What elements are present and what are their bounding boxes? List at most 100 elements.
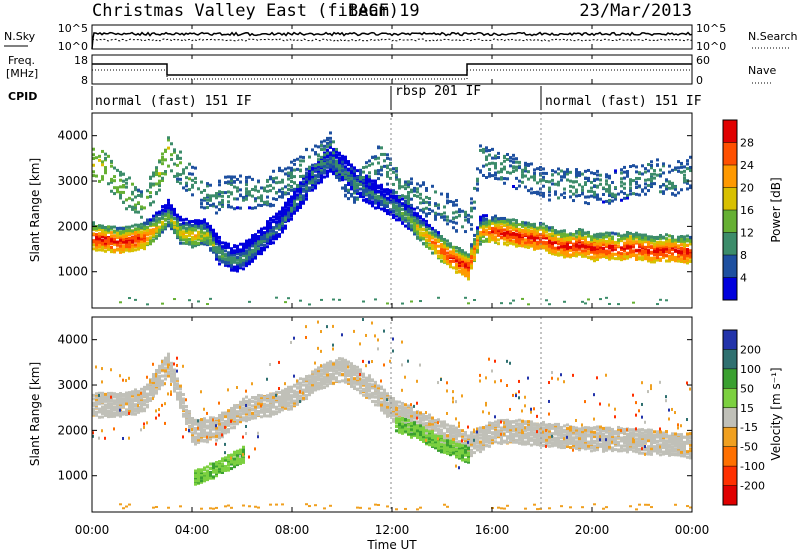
- power-cell: [161, 210, 164, 214]
- power-cell: [428, 201, 431, 205]
- power-cell: [554, 238, 557, 242]
- power-cell: [449, 242, 452, 246]
- power-cell: [626, 196, 629, 200]
- power-cell: [500, 216, 503, 220]
- power-cell: [494, 163, 497, 167]
- power-cell: [332, 172, 335, 176]
- power-cell: [605, 173, 608, 177]
- power-cell: [542, 184, 545, 188]
- power-cell: [161, 222, 164, 226]
- power-cell: [467, 302, 470, 305]
- power-cell: [680, 243, 683, 247]
- power-cell: [446, 245, 449, 249]
- velocity-cell: [194, 469, 197, 473]
- power-cell: [281, 221, 284, 225]
- power-cell: [386, 209, 389, 213]
- power-cell: [563, 195, 566, 199]
- power-cell: [116, 187, 119, 191]
- power-cell: [575, 190, 578, 194]
- power-cell: [539, 166, 542, 170]
- power-cell: [392, 215, 395, 219]
- velocity-cell: [167, 352, 170, 356]
- power-cell: [125, 234, 128, 238]
- power-cell: [167, 206, 170, 210]
- power-cell: [593, 178, 596, 182]
- power-cell: [296, 204, 299, 208]
- power-cell: [317, 158, 320, 162]
- power-cell: [128, 249, 131, 253]
- power-cell: [290, 199, 293, 203]
- power-cell: [101, 149, 104, 153]
- power-cell: [221, 249, 224, 253]
- power-cell: [128, 297, 131, 300]
- velocity-cell: [185, 415, 188, 419]
- power-cell: [173, 228, 176, 232]
- power-cell: [116, 231, 119, 235]
- power-cell: [464, 258, 467, 262]
- power-cell: [110, 231, 113, 235]
- power-cell: [254, 206, 257, 210]
- power-cell: [554, 192, 557, 196]
- power-cell: [443, 215, 446, 219]
- power-cell: [137, 230, 140, 234]
- power-cell: [251, 244, 254, 248]
- power-cell: [536, 181, 539, 185]
- power-cell: [443, 259, 446, 263]
- velocity-cell: [176, 384, 179, 388]
- power-cell: [659, 241, 662, 245]
- power-cell: [608, 302, 611, 305]
- power-cell: [110, 177, 113, 181]
- power-cell: [509, 302, 512, 305]
- power-cell: [164, 170, 167, 174]
- power-cell: [473, 233, 476, 237]
- power-cell: [566, 244, 569, 248]
- noise-search-line: [91, 38, 693, 42]
- power-cell: [629, 231, 632, 235]
- power-cell: [377, 172, 380, 176]
- power-cell: [263, 235, 266, 239]
- power-cell: [449, 219, 452, 223]
- power-cell: [278, 166, 281, 170]
- power-cell: [680, 250, 683, 254]
- power-cell: [419, 184, 422, 188]
- power-cell: [515, 235, 518, 239]
- power-cell: [641, 233, 644, 237]
- power-cell: [425, 206, 428, 210]
- power-cell: [662, 247, 665, 251]
- power-cell: [437, 235, 440, 239]
- power-cell: [362, 166, 365, 170]
- power-cell: [119, 231, 122, 235]
- power-cell: [407, 226, 410, 230]
- power-cell: [116, 243, 119, 247]
- power-cell: [647, 249, 650, 253]
- velocity-cell: [209, 476, 212, 480]
- velocity-cell: [167, 367, 170, 371]
- power-cell: [518, 227, 521, 231]
- power-cell: [290, 208, 293, 212]
- power-cell: [464, 230, 467, 234]
- velocity-cell: [113, 411, 116, 415]
- power-cell: [425, 212, 428, 216]
- velocity-cell: [194, 473, 197, 477]
- power-cell: [122, 244, 125, 248]
- velocity-cell: [137, 408, 140, 412]
- power-cell: [164, 218, 167, 222]
- velocity-cell: [194, 421, 197, 425]
- power-cell: [278, 195, 281, 199]
- power-cell: [224, 191, 227, 195]
- power-cell: [386, 191, 389, 195]
- power-cell: [488, 219, 491, 223]
- power-cell: [653, 258, 656, 262]
- power-cell: [329, 140, 332, 144]
- power-cell: [683, 235, 686, 239]
- power-cell: [683, 237, 686, 241]
- power-cell: [407, 224, 410, 228]
- power-cell: [638, 233, 641, 237]
- power-cell: [293, 190, 296, 194]
- velocity-cell: [107, 398, 110, 402]
- power-cell: [551, 178, 554, 182]
- power-cell: [92, 227, 95, 231]
- power-cell: [323, 153, 326, 157]
- power-cell: [638, 239, 641, 243]
